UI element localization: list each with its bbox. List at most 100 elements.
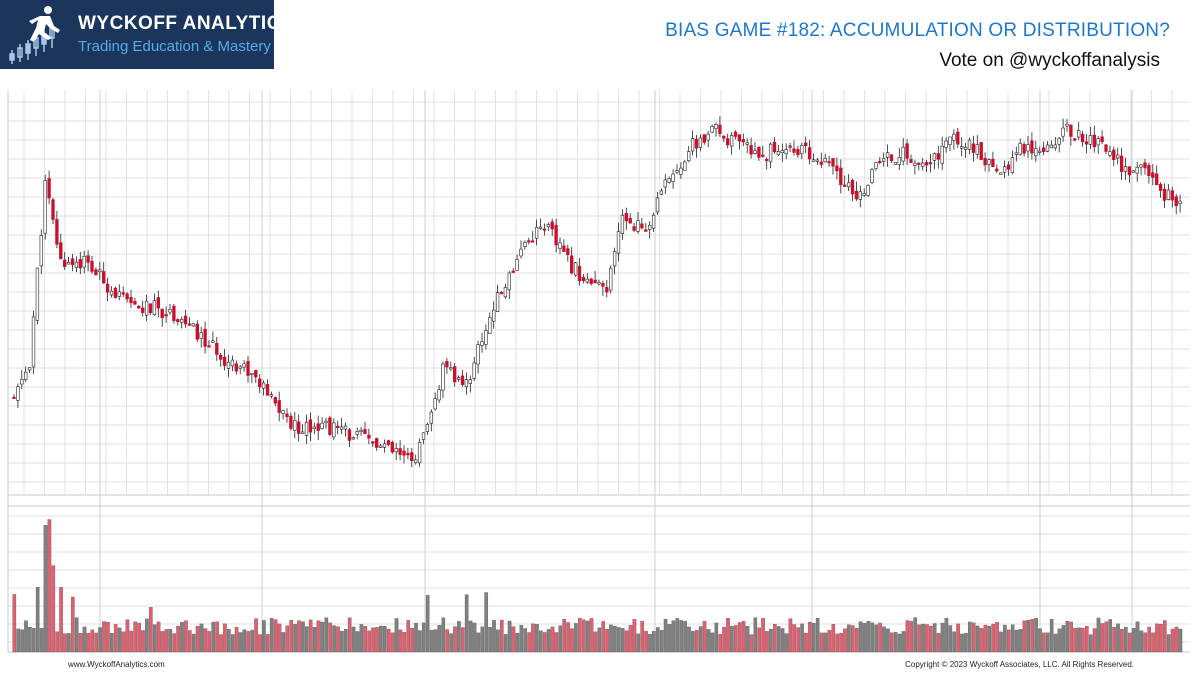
candle-up (636, 220, 640, 232)
candle-up (1116, 154, 1120, 159)
volume-bar (343, 629, 348, 653)
candle-down (1073, 138, 1077, 141)
volume-bar (652, 631, 656, 653)
volume-bar (866, 620, 871, 653)
candle-down (991, 158, 995, 168)
price-candles (12, 116, 1182, 468)
footer-website: www.WyckoffAnalytics.com (68, 660, 165, 669)
volume-bar (694, 630, 699, 653)
candle-down (819, 161, 823, 165)
volume-bar (273, 619, 278, 653)
candle-up (293, 419, 297, 431)
candle-up (1178, 200, 1182, 204)
volume-bar (1116, 623, 1120, 653)
candle-down (219, 354, 223, 360)
volume-bar (667, 624, 672, 653)
volume-bar (180, 622, 184, 653)
volume-bar (737, 622, 742, 653)
candle-up (1018, 142, 1022, 155)
candle-up (43, 180, 47, 234)
volume-bar (609, 624, 613, 653)
volume-bar (956, 623, 960, 653)
candle-up (858, 191, 862, 200)
candle-up (866, 185, 870, 196)
candle-up (281, 410, 285, 414)
candle-down (1100, 136, 1104, 143)
price-volume-chart (7, 90, 1190, 653)
volume-bar (776, 626, 781, 653)
candle-up (690, 138, 695, 152)
candle-down (164, 314, 168, 317)
volume-bar (265, 634, 270, 653)
volume-bar (176, 625, 180, 653)
candle-up (1045, 144, 1050, 152)
volume-bar (94, 632, 99, 653)
volume-bar (878, 622, 882, 653)
volume-bar (1049, 619, 1054, 653)
volume-bar (74, 617, 79, 653)
candle-down (113, 287, 118, 299)
candle-down (1158, 183, 1163, 191)
volume-bar (453, 626, 457, 653)
volume-bar (538, 630, 543, 653)
candle-down (741, 139, 745, 143)
candle-up (476, 344, 480, 365)
volume-bar (51, 565, 56, 653)
candle-down (1112, 149, 1116, 160)
candle-down (336, 425, 340, 428)
volume-bar (1166, 634, 1171, 653)
candle-down (148, 303, 153, 313)
volume-bar (788, 618, 793, 653)
candle-up (109, 290, 114, 296)
candle-up (800, 145, 804, 154)
volume-bar (20, 629, 24, 653)
volume-bar (519, 625, 524, 653)
volume-bar (964, 632, 968, 653)
runner-candles-logo-icon (9, 6, 60, 64)
volume-bar (987, 625, 992, 653)
candle-up (1096, 138, 1100, 146)
volume-bar (484, 592, 489, 653)
volume-bar (714, 622, 719, 653)
candle-up (117, 291, 121, 297)
candle-down (1041, 147, 1046, 152)
volume-bar (706, 629, 711, 653)
volume-bar (499, 619, 504, 653)
volume-bar (850, 625, 855, 653)
candle-up (425, 423, 430, 432)
candle-down (589, 278, 593, 284)
candle-down (1030, 140, 1034, 154)
volume-bar (496, 629, 500, 653)
candle-up (729, 135, 734, 147)
candle-down (453, 366, 457, 383)
candle-down (94, 269, 98, 276)
volume-bar (718, 634, 723, 653)
volume-bar (808, 621, 812, 653)
volume-bar (301, 621, 305, 653)
volume-bar (230, 634, 235, 653)
candle-up (944, 140, 948, 148)
candle-up (768, 143, 773, 163)
volume-bar (772, 624, 777, 653)
candle-up (1088, 135, 1093, 145)
candle-up (332, 422, 336, 438)
volume-bar (1108, 619, 1113, 653)
candle-up (1002, 166, 1007, 173)
volume-bar (246, 631, 251, 653)
volume-bar (663, 619, 668, 653)
candle-down (835, 165, 839, 172)
candle-up (1061, 127, 1065, 137)
candle-up (897, 157, 901, 166)
volume-bar (1135, 621, 1140, 653)
volume-bar (745, 625, 750, 653)
candle-up (1135, 167, 1139, 174)
volume-bar (932, 623, 937, 653)
volume-bar (605, 628, 609, 653)
volume-bar (722, 627, 726, 653)
candle-up (82, 255, 86, 268)
volume-bar (121, 631, 126, 653)
volume-bar (792, 624, 797, 653)
volume-bar (402, 632, 407, 653)
candle-up (39, 235, 43, 267)
candle-down (979, 142, 983, 160)
